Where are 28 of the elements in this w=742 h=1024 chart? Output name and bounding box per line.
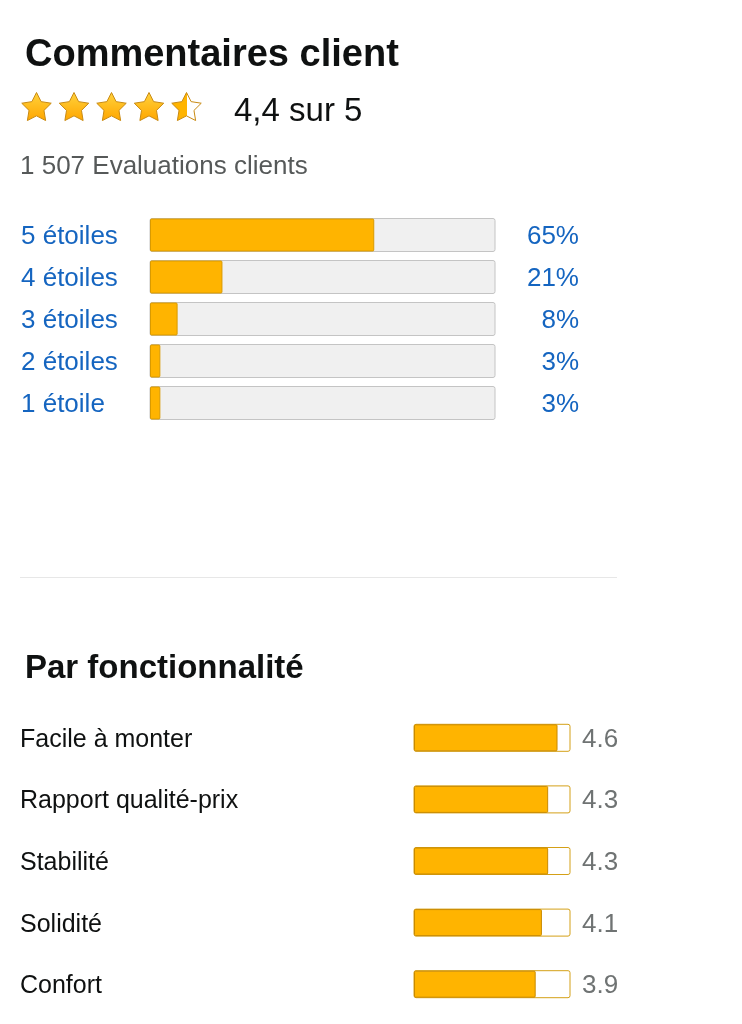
data-label: 3% — [541, 388, 579, 418]
y-tick-label: 4 étoiles — [21, 262, 118, 292]
y-tick-label: 3 étoiles — [21, 304, 118, 334]
y-tick-label: Rapport qualité-prix — [20, 785, 239, 814]
bar — [150, 344, 161, 378]
data-label: 21% — [526, 262, 579, 292]
data-label: 4.3 — [582, 784, 619, 815]
bar — [150, 386, 161, 420]
y-tick-label: 5 étoiles — [21, 220, 118, 250]
chart-title: Commentaires client — [25, 32, 400, 74]
y-tick-label: Stabilité — [20, 847, 109, 875]
chart-subtitle: 4,4 sur 5 — [234, 91, 363, 128]
bar — [150, 302, 178, 336]
text: 1 507 Evaluations clients — [20, 150, 308, 180]
data-label: 65% — [526, 220, 579, 250]
data-label: 4.1 — [582, 907, 619, 938]
y-tick-label: 2 étoiles — [21, 346, 118, 376]
bar — [150, 260, 223, 294]
data-label: 8% — [541, 304, 579, 334]
data-label: 3.9 — [582, 969, 619, 1000]
y-tick-label: Facile à monter — [20, 723, 193, 752]
chart-title: Par fonctionnalité — [25, 648, 304, 685]
data-label: 3% — [541, 346, 579, 376]
y-tick-label: Solidité — [20, 908, 102, 937]
y-tick-label: 1 étoile — [21, 388, 105, 418]
data-label: 4.3 — [582, 846, 619, 876]
data-label: 4.6 — [582, 722, 619, 753]
y-tick-label: Confort — [20, 970, 103, 999]
